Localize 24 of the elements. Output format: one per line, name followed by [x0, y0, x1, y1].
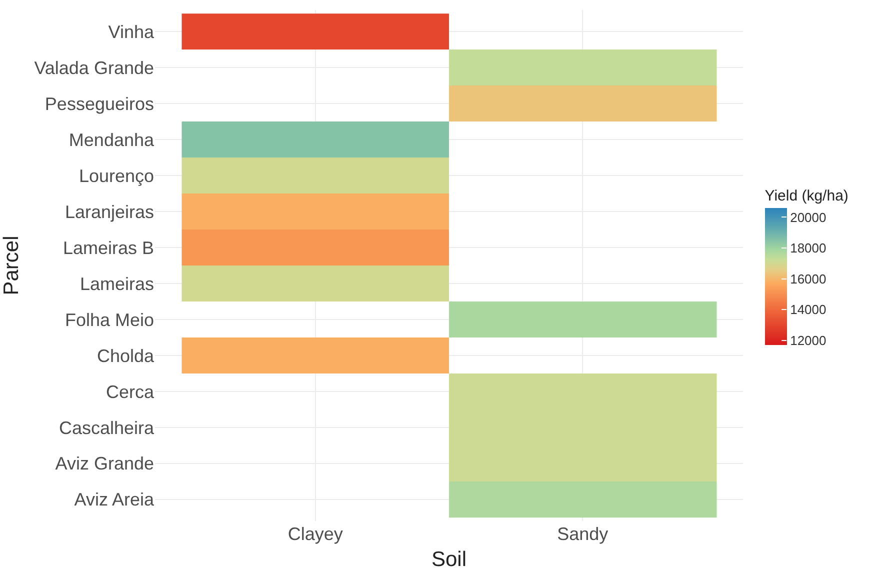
- y-tick-label: Folha Meio: [64, 310, 154, 330]
- color-bar-title: Yield (kg/ha): [764, 187, 848, 204]
- y-tick-label: Cascalheira: [58, 418, 155, 438]
- y-tick-label: Mendanha: [68, 130, 155, 150]
- color-bar-label: 12000: [790, 332, 826, 348]
- y-tick-label: Vinha: [108, 22, 155, 42]
- y-tick-label: Valada Grande: [34, 58, 154, 78]
- color-bar-label: 20000: [790, 210, 826, 225]
- y-tick-label: Lameiras: [80, 274, 154, 294]
- x-tick-label: Clayey: [288, 524, 343, 544]
- color-bar-label: 18000: [790, 240, 826, 256]
- y-tick-label: Aviz Grande: [55, 454, 154, 474]
- color-bar-label: 14000: [790, 302, 826, 318]
- color-bar-label: 16000: [790, 271, 826, 286]
- y-tick-label: Laranjeiras: [64, 202, 154, 222]
- x-tick-label: Sandy: [557, 524, 608, 544]
- y-axis-title: Parcel: [0, 236, 23, 296]
- y-tick-label: Lameiras B: [62, 238, 154, 258]
- x-axis-title: Soil: [431, 548, 467, 572]
- y-tick-label: Cholda: [96, 346, 155, 366]
- y-tick-label: Aviz Areia: [74, 490, 155, 510]
- y-tick-label: Pessegueiros: [44, 94, 154, 114]
- y-tick-label: Cerca: [106, 382, 155, 402]
- y-tick-label: Lourenço: [78, 166, 154, 186]
